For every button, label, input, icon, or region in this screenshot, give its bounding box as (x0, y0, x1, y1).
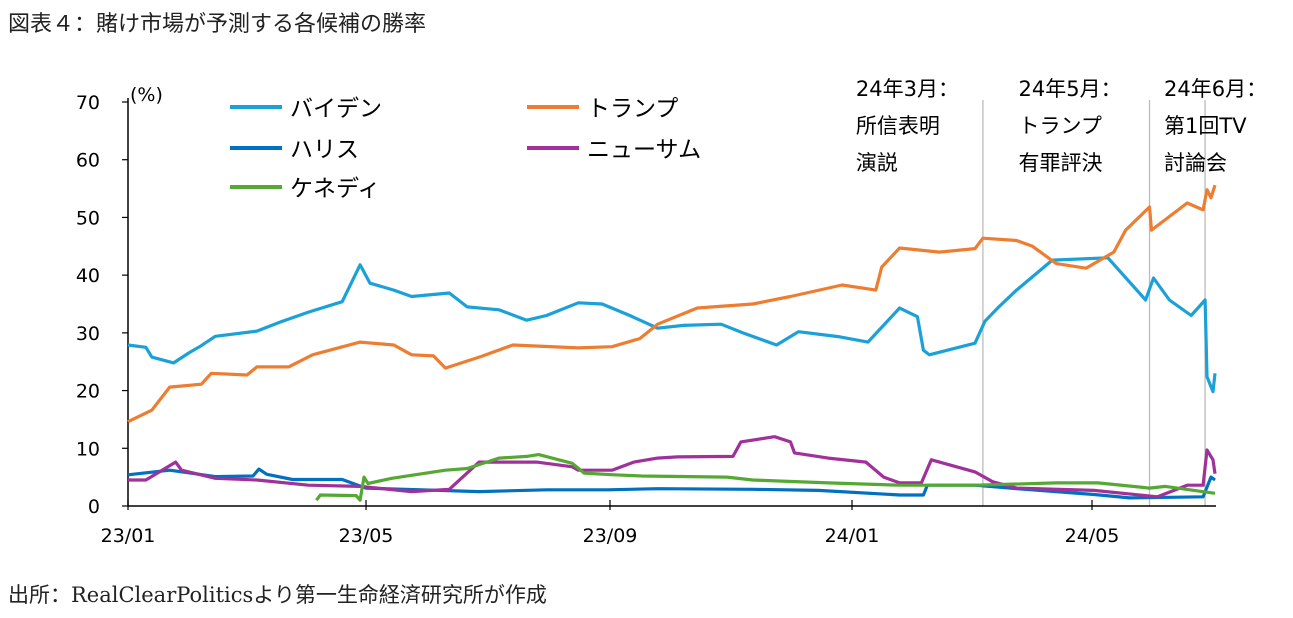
series-line (315, 453, 1216, 502)
axes: 0 10 20 30 40 50 60 70 (%) 23/01 23/05 23/09 24/01 24… (76, 84, 1216, 547)
legend-label: ニューサム (587, 137, 701, 163)
event-annotation-text: 演説 (856, 151, 898, 175)
y-tick-label: 70 (76, 92, 100, 114)
event-annotation-text: トランプ (1019, 114, 1102, 138)
series-lines (127, 184, 1217, 502)
x-tick-label: 24/05 (1065, 525, 1120, 547)
event-annotation-text: 24年3月： (856, 77, 959, 101)
x-tick-label: 23/05 (339, 525, 394, 547)
y-tick-label: 30 (76, 323, 100, 345)
x-tick-label: 23/09 (583, 525, 638, 547)
series-line (127, 467, 1216, 500)
x-tick-label: 24/01 (825, 525, 880, 547)
y-tick-label: 20 (76, 381, 100, 403)
series-line (127, 256, 1217, 394)
chart-title: 図表４：賭け市場が予測する各候補の勝率 (8, 12, 427, 37)
legend-label: ハリス (290, 137, 359, 163)
event-annotation-text: 24年6月： (1164, 77, 1267, 101)
source-note: 出所：RealClearPoliticsより第一生命経済研究所が作成 (8, 583, 547, 607)
event-annotation-text: 討論会 (1164, 151, 1227, 175)
x-tick-label: 23/01 (101, 525, 156, 547)
event-annotation-text: 有罪評決 (1019, 151, 1103, 175)
y-axis-unit: (%) (130, 84, 163, 106)
legend-label: ケネディ (290, 176, 380, 202)
series-line (128, 435, 1217, 499)
event-annotation-text: 24年5月： (1019, 77, 1122, 101)
series-line (127, 184, 1217, 424)
y-tick-label: 50 (76, 207, 100, 229)
y-tick-label: 0 (88, 496, 100, 518)
event-annotation-text: 所信表明 (856, 114, 940, 138)
y-tick-label: 40 (76, 265, 100, 287)
y-tick-label: 60 (76, 150, 100, 172)
y-tick-label: 10 (76, 438, 100, 460)
legend-label: バイデン (290, 96, 382, 122)
legend-label: トランプ (587, 96, 678, 122)
event-annotation-text: 第1回TV (1164, 114, 1247, 138)
